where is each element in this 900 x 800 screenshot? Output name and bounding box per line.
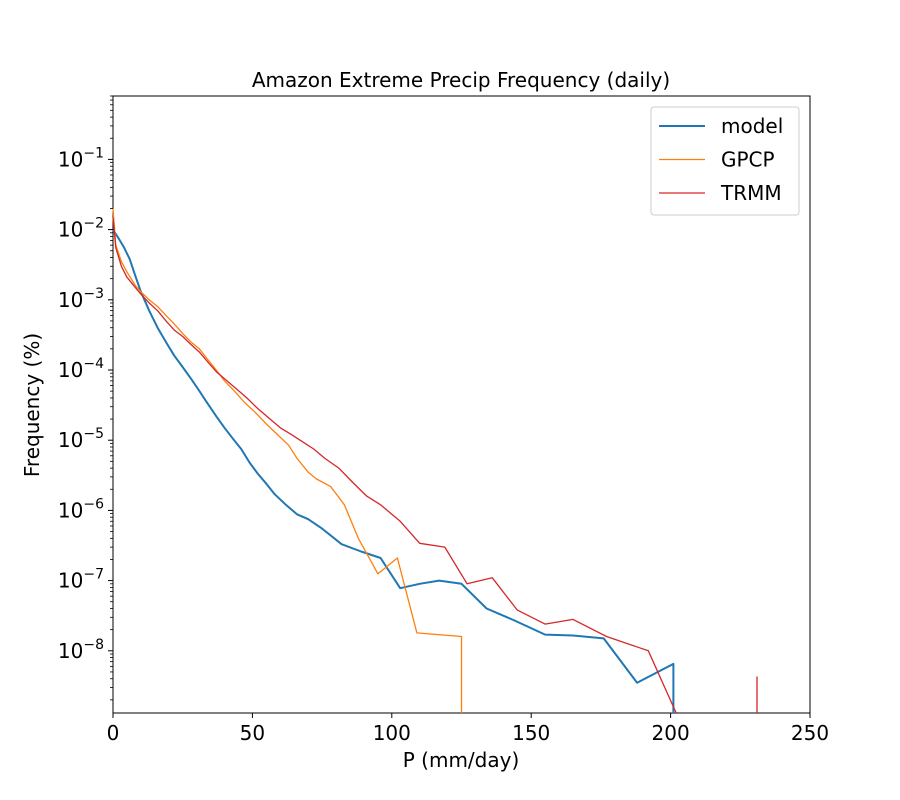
- y-tick-label: 10−2: [58, 216, 104, 242]
- x-tick-label: 200: [652, 721, 690, 745]
- x-tick-label: 250: [791, 721, 829, 745]
- legend-label-model: model: [721, 114, 783, 138]
- legend: model GPCP TRMM: [650, 106, 800, 216]
- y-tick-label: 10−8: [58, 637, 104, 663]
- y-tick-label: 10−4: [58, 356, 104, 382]
- y-tick-label: 10−3: [58, 286, 104, 312]
- legend-label-trmm: TRMM: [720, 181, 782, 205]
- x-axis: 0 50 100 150 200 250: [107, 713, 829, 745]
- y-tick-label: 10−5: [58, 426, 104, 452]
- x-tick-label: 150: [512, 721, 550, 745]
- series-line-gpcp: [112, 208, 463, 713]
- x-tick-label: 100: [373, 721, 411, 745]
- y-tick-label: 10−1: [58, 145, 104, 171]
- x-tick-label: 0: [107, 721, 120, 745]
- series-line-model: [112, 229, 675, 713]
- x-tick-label: 50: [240, 721, 265, 745]
- y-tick-label: 10−6: [58, 496, 104, 522]
- legend-frame: [650, 106, 800, 216]
- chart-title: Amazon Extreme Precip Frequency (daily): [252, 68, 670, 92]
- y-axis-label: Frequency (%): [20, 333, 44, 477]
- y-tick-label: 10−7: [58, 567, 104, 593]
- y-axis: 10−8 10−7 10−6 10−5 10−4 10−3 10−2 10−1: [58, 95, 113, 701]
- legend-label-gpcp: GPCP: [721, 148, 775, 172]
- series-layer: [112, 208, 758, 714]
- series-line-trmm: [112, 217, 677, 714]
- x-axis-label: P (mm/day): [403, 748, 520, 772]
